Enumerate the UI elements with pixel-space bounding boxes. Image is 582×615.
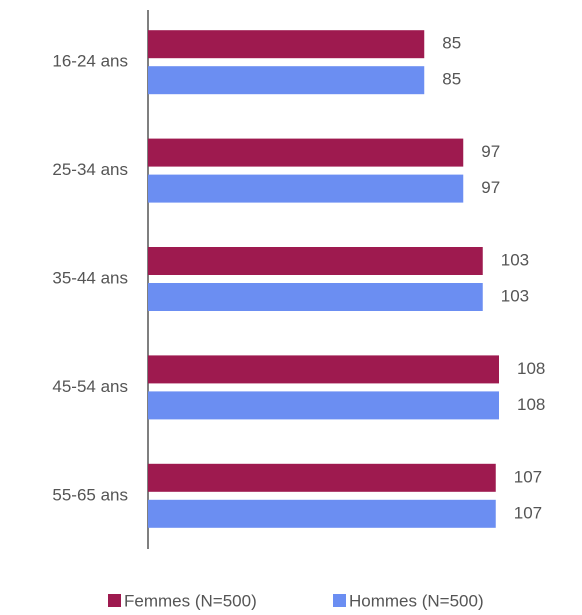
bar xyxy=(148,463,496,492)
bar xyxy=(148,66,425,95)
bar xyxy=(148,247,483,275)
y-tick-label: 25-34 ans xyxy=(52,160,128,179)
y-tick-label: 45-54 ans xyxy=(52,377,128,396)
data-label: 103 xyxy=(501,250,529,269)
data-label: 107 xyxy=(514,503,542,522)
bar xyxy=(148,391,499,420)
bar xyxy=(148,355,499,384)
data-label: 85 xyxy=(442,70,461,89)
bar xyxy=(148,30,425,59)
bar xyxy=(148,499,496,528)
y-tick-label: 35-44 ans xyxy=(52,268,128,287)
data-label: 85 xyxy=(442,34,461,53)
legend-label: Hommes (N=500) xyxy=(349,591,484,610)
y-tick-label: 55-65 ans xyxy=(52,485,128,504)
data-label: 108 xyxy=(517,395,545,414)
bar xyxy=(148,138,464,167)
y-tick-label: 16-24 ans xyxy=(52,52,128,71)
data-label: 107 xyxy=(514,467,542,486)
data-label: 103 xyxy=(501,286,529,305)
bar xyxy=(148,283,483,311)
legend-marker xyxy=(333,594,346,607)
data-label: 108 xyxy=(517,359,545,378)
data-label: 97 xyxy=(481,178,500,197)
data-label: 97 xyxy=(481,142,500,161)
legend-label: Femmes (N=500) xyxy=(124,591,257,610)
legend-marker xyxy=(108,594,121,607)
bar xyxy=(148,174,464,203)
